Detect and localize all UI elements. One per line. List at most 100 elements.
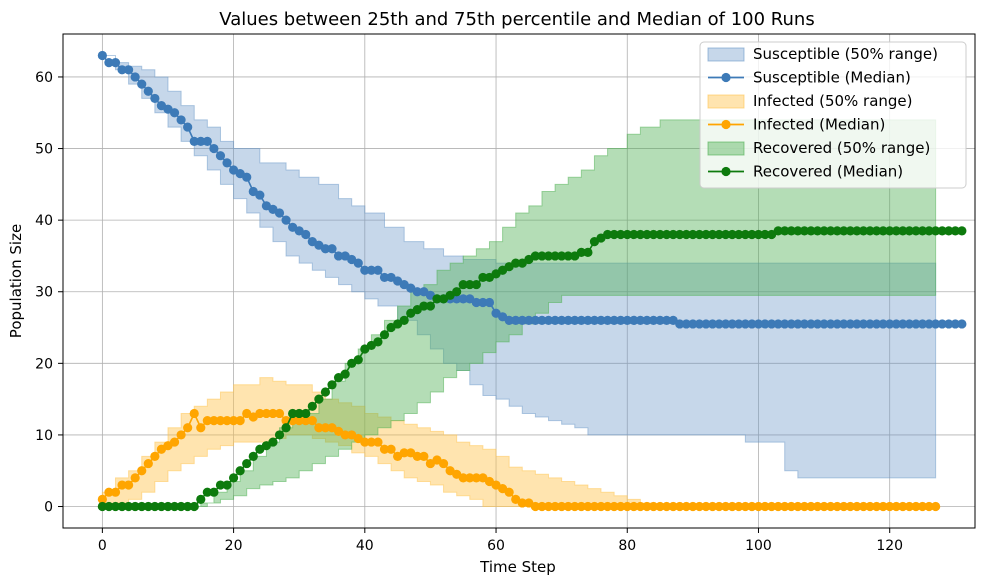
data-point [550,501,560,512]
data-point [169,108,180,118]
data-point [707,319,718,329]
data-point [589,501,600,512]
data-point [773,501,783,512]
data-point [826,226,836,236]
data-point [694,319,705,329]
legend-swatch [707,94,745,109]
legend-item: Infected (50% range) [707,92,913,110]
data-point [117,501,127,512]
band-area [102,54,937,479]
legend-item: Susceptible (Median) [708,69,911,87]
data-point [780,226,790,236]
data-point [202,487,212,497]
data-point [301,229,311,240]
data-point [557,501,567,512]
data-point [189,501,199,512]
data-point [871,501,882,512]
data-point [478,297,488,308]
data-point [635,315,645,325]
data-point [845,319,855,329]
data-point [543,251,554,261]
data-point [832,319,842,329]
data-point [524,315,534,325]
data-point [622,315,632,325]
data-point [885,319,895,329]
data-point [156,501,167,512]
data-point [740,501,750,512]
data-point [274,408,285,419]
y-tick-label: 20 [35,356,53,372]
data-point [169,437,180,447]
data-point [432,294,442,304]
data-point [327,244,337,254]
data-point [616,501,626,512]
data-point [773,226,783,236]
data-point [215,416,226,426]
data-point [957,226,967,236]
data-point [425,301,436,311]
data-point [124,501,134,512]
data-point [648,229,659,240]
data-point [819,226,829,236]
data-point [189,136,199,146]
data-point [130,473,140,483]
data-point [839,501,849,512]
data-point [143,501,153,512]
data-point [602,501,613,512]
data-point [622,501,632,512]
data-point [268,408,278,419]
data-point [314,394,324,404]
data-point [504,315,514,325]
data-point [209,416,219,426]
data-point [602,315,613,325]
data-point [576,315,586,325]
data-point [209,143,219,154]
data-point [714,229,724,240]
data-point [898,226,908,236]
data-point [924,319,934,329]
data-point [819,319,829,329]
data-point [294,408,304,419]
data-point [183,423,193,433]
data-point [202,416,212,426]
data-point [274,430,285,440]
data-point [228,473,239,483]
data-point [583,247,593,257]
data-point [812,226,823,236]
data-point [104,487,114,497]
data-point [858,319,869,329]
data-point [196,423,206,433]
data-point [681,319,691,329]
data-point [871,226,882,236]
data-point [950,319,960,329]
data-point [130,501,140,512]
data-point [176,430,186,440]
data-point [196,494,206,504]
data-point [681,501,691,512]
data-point [307,416,317,426]
data-point [530,315,541,325]
data-point [360,265,370,275]
data-point [143,86,153,96]
data-point [793,226,803,236]
data-point [550,251,560,261]
data-point [248,451,258,462]
data-point [721,501,731,512]
data-point [917,226,928,236]
data-point [124,65,134,75]
data-point [931,226,941,236]
data-point [143,458,153,469]
legend-swatch [707,141,745,156]
data-point [517,498,527,508]
data-point [471,297,481,308]
series [97,226,967,512]
data-point [793,501,803,512]
data-point [858,226,869,236]
data-point [721,319,731,329]
data-point [117,480,127,490]
data-point [215,151,226,161]
legend-box [699,41,967,189]
data-point [589,315,600,325]
data-point [189,408,199,419]
